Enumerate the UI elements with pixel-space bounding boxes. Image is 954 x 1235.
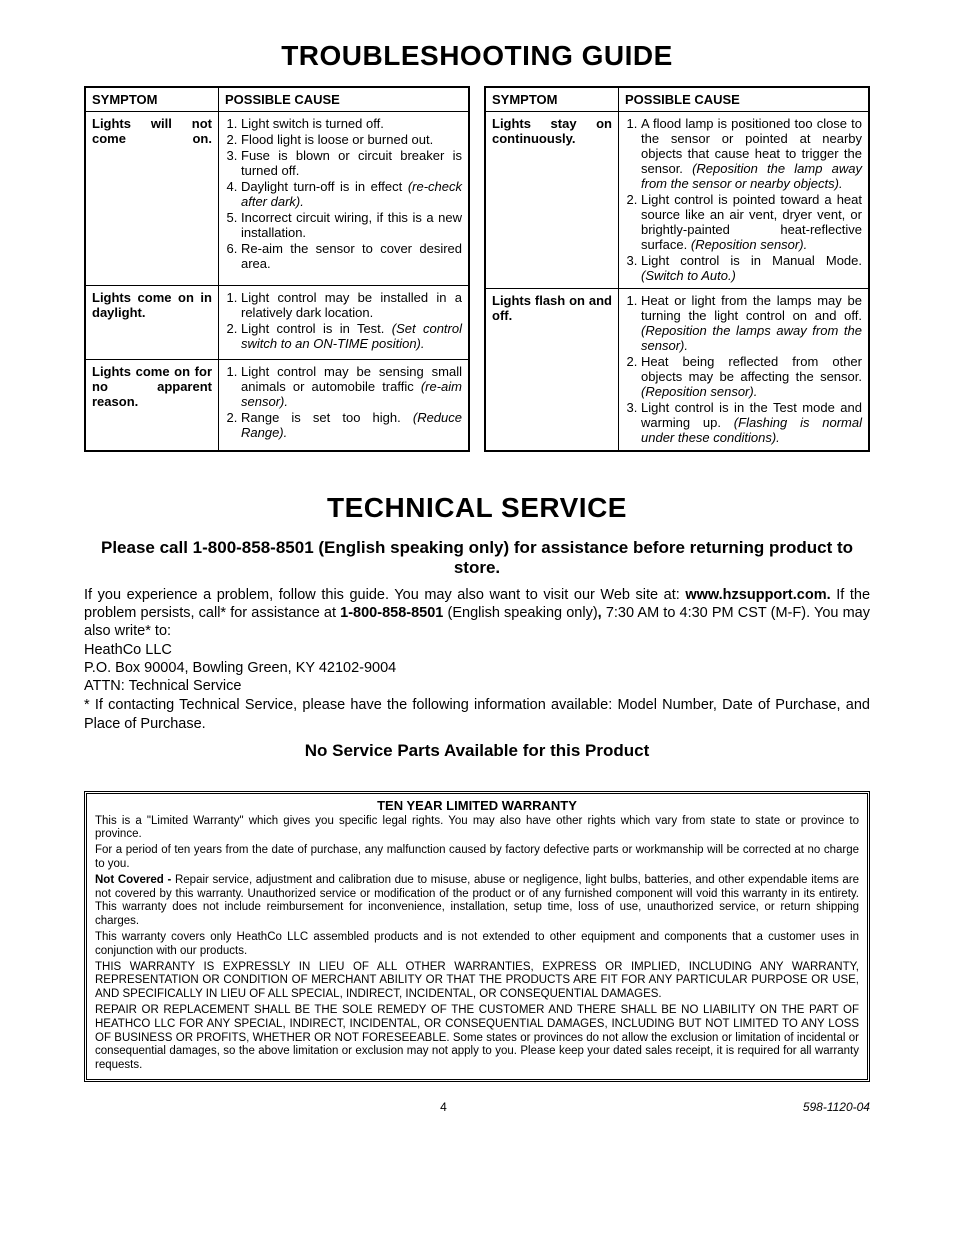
cause-cell: Light switch is turned off.Flood light i… (219, 112, 470, 286)
address-line-1: HeathCo LLC (84, 642, 870, 658)
cause-item: Light control is pointed toward a heat s… (641, 192, 862, 252)
troubleshooting-tables: SYMPTOM POSSIBLE CAUSE Lights will not c… (84, 86, 870, 452)
warranty-box: TEN YEAR LIMITED WARRANTY This is a "Lim… (84, 791, 870, 1082)
cause-item: Light control may be sensing small anima… (241, 364, 462, 409)
cause-item: Heat being reflected from other objects … (641, 354, 862, 399)
cause-cell: A flood lamp is positioned too close to … (619, 112, 870, 289)
symptom-cell: Lights will not come on. (85, 112, 219, 286)
symptom-cell: Lights stay on continuously. (485, 112, 619, 289)
tech-footnote: * If contacting Technical Service, pleas… (84, 696, 870, 732)
tech-paragraph-1: If you experience a problem, follow this… (84, 586, 870, 640)
tech-p1a: If you experience a problem, follow this… (84, 587, 685, 603)
col-cause: POSSIBLE CAUSE (219, 87, 470, 112)
cause-item: Daylight turn-off is in effect (re-check… (241, 179, 462, 209)
no-service-parts: No Service Parts Available for this Prod… (84, 741, 870, 761)
cause-item: Incorrect circuit wiring, if this is a n… (241, 210, 462, 240)
symptom-cell: Lights flash on and off. (485, 289, 619, 452)
cause-item: Fuse is blown or circuit breaker is turn… (241, 148, 462, 178)
warranty-title: TEN YEAR LIMITED WARRANTY (95, 798, 859, 813)
symptom-cell: Lights come on for no apparent reason. (85, 360, 219, 451)
troubleshooting-title: TROUBLESHOOTING GUIDE (84, 40, 870, 72)
address-line-3: ATTN: Technical Service (84, 678, 870, 694)
cause-cell: Light control may be installed in a rela… (219, 285, 470, 360)
cause-item: Light control may be installed in a rela… (241, 290, 462, 320)
address-line-2: P.O. Box 90004, Bowling Green, KY 42102-… (84, 660, 870, 676)
cause-item: Light switch is turned off. (241, 116, 462, 131)
symptom-cell: Lights come on in daylight. (85, 285, 219, 360)
page-footer: 4 598-1120-04 (84, 1100, 870, 1114)
warranty-p3b: Repair service, adjustment and calibrati… (95, 874, 859, 927)
cause-item: A flood lamp is positioned too close to … (641, 116, 862, 191)
troubleshooting-table-left: SYMPTOM POSSIBLE CAUSE Lights will not c… (84, 86, 470, 452)
cause-item: Light control is in Manual Mode. (Switch… (641, 253, 862, 283)
tech-phone: 1-800-858-8501 (340, 605, 443, 621)
warranty-notcovered-label: Not Covered - (95, 874, 175, 886)
warranty-p1: This is a "Limited Warranty" which gives… (95, 815, 859, 843)
cause-item: Heat or light from the lamps may be turn… (641, 293, 862, 353)
cause-item: Re-aim the sensor to cover desired area. (241, 241, 462, 271)
col-cause: POSSIBLE CAUSE (619, 87, 870, 112)
warranty-p5: THIS WARRANTY IS EXPRESSLY IN LIEU OF AL… (95, 961, 859, 1002)
cause-cell: Heat or light from the lamps may be turn… (619, 289, 870, 452)
warranty-p2: For a period of ten years from the date … (95, 844, 859, 872)
page-number: 4 (440, 1100, 447, 1114)
cause-item: Light control is in Test. (Set control s… (241, 321, 462, 351)
col-symptom: SYMPTOM (485, 87, 619, 112)
cause-item: Flood light is loose or burned out. (241, 132, 462, 147)
document-number: 598-1120-04 (803, 1100, 870, 1114)
cause-item: Range is set too high. (Reduce Range). (241, 410, 462, 440)
tech-website: www.hzsupport.com. (685, 587, 830, 603)
warranty-p4: This warranty covers only HeathCo LLC as… (95, 931, 859, 959)
cause-cell: Light control may be sensing small anima… (219, 360, 470, 451)
technical-service-subtitle: Please call 1-800-858-8501 (English spea… (84, 538, 870, 578)
col-symptom: SYMPTOM (85, 87, 219, 112)
technical-service-title: TECHNICAL SERVICE (84, 492, 870, 524)
troubleshooting-table-right: SYMPTOM POSSIBLE CAUSE Lights stay on co… (484, 86, 870, 452)
tech-p2c: (English speaking only) (443, 605, 597, 621)
warranty-p3: Not Covered - Repair service, adjustment… (95, 874, 859, 929)
cause-item: Light control is in the Test mode and wa… (641, 400, 862, 445)
warranty-p6: REPAIR OR REPLACEMENT SHALL BE THE SOLE … (95, 1004, 859, 1073)
